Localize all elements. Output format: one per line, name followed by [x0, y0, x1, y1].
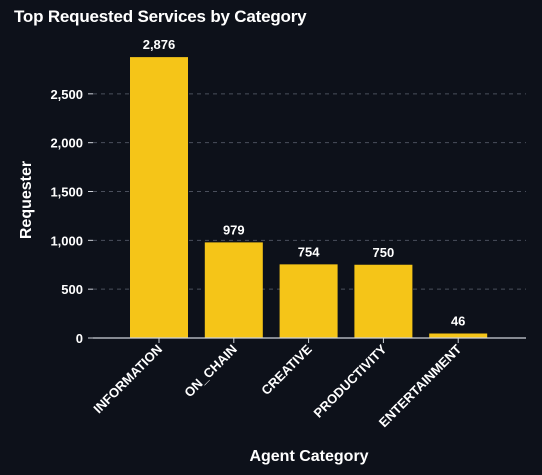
bars [130, 57, 488, 339]
x-axis-title: Agent Category [249, 448, 368, 465]
bar-productivity [354, 264, 413, 338]
x-tick-label: INFORMATION [90, 342, 165, 417]
data-label: 46 [451, 314, 465, 329]
x-tick-label: CREATIVE [258, 341, 315, 398]
x-tick-label: PRODUCTIVITY [310, 341, 389, 420]
axes: 0 500 1,000 1,500 2,000 2,500 INFORMATION ON_CH… [50, 87, 526, 430]
data-label: 2,876 [143, 37, 176, 52]
x-tick-label: ENTERTAINMENT [376, 341, 465, 430]
y-tick-label: 1,500 [50, 185, 83, 200]
y-tick-label: 500 [61, 282, 83, 297]
bar-entertainment [429, 333, 488, 338]
data-label: 750 [373, 245, 395, 260]
bar-on-chain [204, 242, 263, 338]
y-tick-label: 2,500 [50, 87, 83, 102]
x-tick-label: ON_CHAIN [181, 342, 240, 401]
y-axis-title: Requester [18, 161, 35, 239]
data-label: 754 [298, 244, 320, 259]
data-labels: 2,876 979 754 750 46 [143, 37, 466, 328]
bar-creative [279, 264, 338, 338]
chart-title: Top Requested Services by Category [14, 7, 307, 26]
data-label: 979 [223, 222, 245, 237]
y-tick-label: 0 [76, 331, 83, 346]
y-tick-label: 1,000 [50, 233, 83, 248]
bar-information [130, 57, 188, 339]
y-tick-label: 2,000 [50, 136, 83, 151]
